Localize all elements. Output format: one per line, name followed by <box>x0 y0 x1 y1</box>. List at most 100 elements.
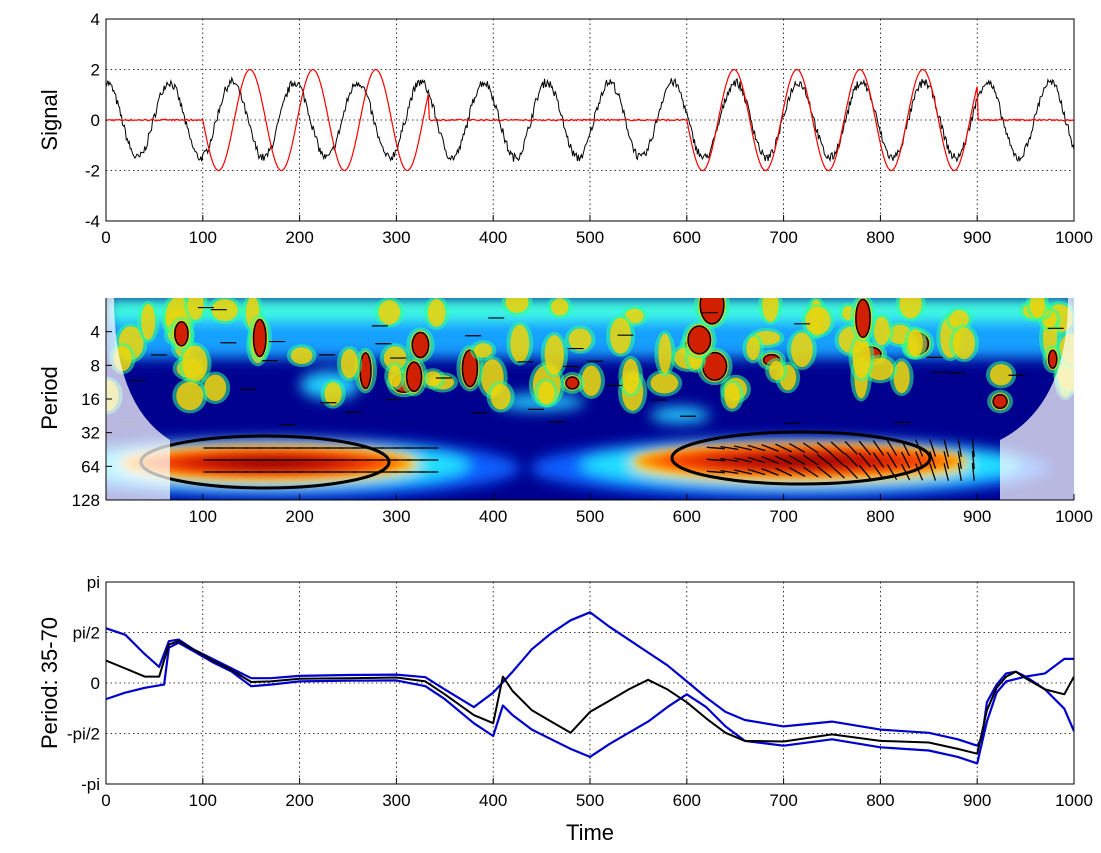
phase-panel: 0 100 200 300 400 500 600 700 800 900 1000 -pi -pi/2… <box>37 573 1093 845</box>
signal-xtick-label: 200 <box>285 228 313 247</box>
wavelet-blob-mid <box>1029 298 1045 318</box>
wavelet-blob-peak <box>411 331 430 359</box>
phase-arrow <box>971 438 975 458</box>
signal-xtick-label: 0 <box>101 228 110 247</box>
wavelet-blob-mid <box>388 365 402 388</box>
phase-arrow <box>943 451 950 469</box>
phase-arrow <box>929 463 937 481</box>
phase-arrow <box>900 463 911 481</box>
wavelet-blob-mid <box>187 298 204 321</box>
phase-ylabel: Period: 35-70 <box>37 617 62 749</box>
wavelet-blob-mid <box>769 360 784 381</box>
phase-arrow <box>971 450 975 470</box>
phase-xtick-label: 1000 <box>1055 791 1093 810</box>
phase-xtick-label: 0 <box>101 791 110 810</box>
wavelet-blob-mid <box>290 347 313 365</box>
wavelet-blob-mid <box>378 300 401 325</box>
signal-xtick-label: 900 <box>963 228 991 247</box>
phase-arrow <box>872 464 885 480</box>
phase-xtick-label: 100 <box>189 791 217 810</box>
phase-arrow <box>775 443 793 453</box>
wavelet-blob-mid <box>490 383 511 410</box>
phase-arrow <box>900 451 911 469</box>
signal-ylabel: Signal <box>37 89 62 150</box>
signal-ytick-label: 4 <box>91 10 100 29</box>
wavelet-blob-mid <box>424 371 442 387</box>
phase-arrow <box>830 441 845 455</box>
wavelet-blob-mid <box>622 358 640 394</box>
wavelet-xtick-label: 800 <box>866 507 894 526</box>
phase-arrow <box>706 446 725 450</box>
wavelet-blob-mid <box>610 317 632 354</box>
wavelet-blob-mid <box>953 327 975 360</box>
phase-tick-labels: 0 100 200 300 400 500 600 700 800 900 1000 -pi -pi/2… <box>67 573 1093 810</box>
phase-arrow <box>957 451 962 469</box>
wavelet-blob-mid <box>762 298 779 322</box>
wavelet-blob-peak <box>699 298 725 325</box>
wavelet-heatmap <box>106 298 1074 500</box>
signal-ytick-label: 2 <box>91 61 100 80</box>
phase-arrow <box>915 451 924 469</box>
wavelet-xtick-label: 1000 <box>1055 507 1093 526</box>
phase-arrow <box>943 463 950 481</box>
phase-arrow <box>775 455 793 465</box>
wavelet-ytick-label: 64 <box>81 457 100 476</box>
wavelet-blob-peak <box>252 318 267 358</box>
wavelet-blob-mid <box>650 372 679 394</box>
wavelet-blob-mid <box>568 328 592 351</box>
phase-arrow <box>789 454 806 466</box>
phase-arrow <box>802 466 819 478</box>
wavelet-blob-mid <box>182 345 208 383</box>
phase-arrow <box>915 463 924 481</box>
phase-ytick-label: 0 <box>91 674 100 693</box>
wavelet-blob-peak <box>174 321 189 347</box>
phase-series <box>106 611 1074 765</box>
phase-arrow <box>915 439 924 457</box>
phase-arrows <box>120 306 1064 482</box>
wavelet-xtick-label: 600 <box>673 507 701 526</box>
wavelet-xtick-label: 700 <box>769 507 797 526</box>
phase-xtick-label: 900 <box>963 791 991 810</box>
signal-xtick-label: 700 <box>769 228 797 247</box>
wavelet-blob-mid <box>176 381 204 411</box>
wavelet-ytick-label: 8 <box>91 356 100 375</box>
phase-xtick-label: 800 <box>866 791 894 810</box>
phase-arrow <box>720 445 739 451</box>
signal-series-black <box>106 76 1074 163</box>
phase-arrow <box>747 456 766 464</box>
phase-arrow <box>789 442 806 454</box>
phase-xtick-label: 500 <box>576 791 604 810</box>
signal-xtick-label: 800 <box>866 228 894 247</box>
wavelet-blob-mid <box>538 381 555 405</box>
phase-arrow <box>957 439 962 457</box>
phase-arrow <box>844 465 859 479</box>
signal-xtick-label: 500 <box>576 228 604 247</box>
wavelet-blob-mid <box>746 336 760 361</box>
wavelet-blob-mid <box>141 303 156 340</box>
wavelet-blob-mid <box>324 382 342 406</box>
phase-arrow <box>830 465 845 479</box>
phase-xtick-label: 300 <box>382 791 410 810</box>
phase-arrow <box>816 453 832 467</box>
wavelet-blob-mid <box>510 324 530 363</box>
signal-panel: 0 100 200 300 400 500 600 700 800 900 1000-4-2024 … <box>37 10 1093 247</box>
phase-arrow <box>886 463 898 481</box>
phase-arrow <box>802 442 819 454</box>
signal-xtick-label: 300 <box>382 228 410 247</box>
wavelet-xtick-label: 300 <box>382 507 410 526</box>
wavelet-ytick-label: 32 <box>81 424 100 443</box>
wavelet-xtick-label: 900 <box>963 507 991 526</box>
signal-xtick-label: 600 <box>673 228 701 247</box>
wavelet-xtick-label: 400 <box>479 507 507 526</box>
signal-xtick-label: 1000 <box>1055 228 1093 247</box>
phase-arrow <box>858 452 872 468</box>
wavelet-blob-mid <box>505 298 529 313</box>
phase-arrow <box>929 439 937 457</box>
phase-arrow <box>802 454 819 466</box>
wavelet-blob-mid <box>724 382 740 409</box>
wavelet-blob-mid <box>204 374 227 401</box>
phase-arrow <box>886 439 898 457</box>
wavelet-blob-mid <box>907 329 923 357</box>
phase-arrow <box>943 439 950 457</box>
